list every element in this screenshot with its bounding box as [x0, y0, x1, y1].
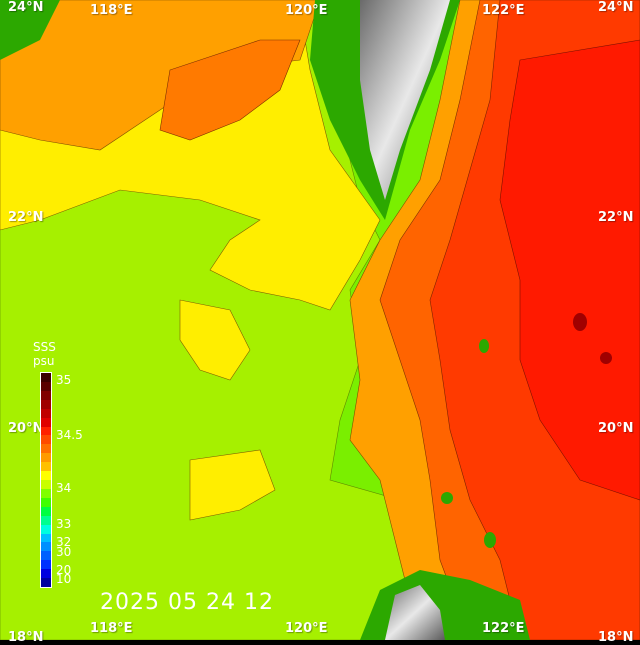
colorbar-cell	[41, 524, 51, 534]
colorbar-cell	[41, 569, 51, 579]
lon-label-118-top: 118°E	[90, 3, 133, 18]
lon-label-118-bottom: 118°E	[90, 621, 133, 636]
colorbar-cell	[41, 542, 51, 552]
lon-label-122-top: 122°E	[482, 3, 525, 18]
colorbar-tick-34: 34	[56, 481, 72, 495]
colorbar-cell	[41, 533, 51, 543]
lon-label-120-top: 120°E	[285, 3, 328, 18]
colorbar-cell	[41, 426, 51, 436]
colorbar-cell	[41, 480, 51, 490]
colorbar-tick-10: 10	[56, 572, 72, 586]
colorbar-cell	[41, 462, 51, 472]
colorbar-cell	[41, 506, 51, 517]
colorbar-cell	[41, 381, 51, 392]
colorbar-cell	[41, 488, 51, 499]
colorbar-cell	[41, 515, 51, 526]
colorbar-cell	[41, 399, 51, 410]
colorbar-tick-30: 30	[56, 545, 72, 559]
colorbar-cell	[41, 560, 51, 570]
lat-label-24-right: 24°N	[598, 0, 634, 15]
lat-label-20-left: 20°N	[8, 421, 44, 436]
colorbar-tick-34-5: 34.5	[56, 428, 83, 442]
lat-label-24-left: 24°N	[8, 0, 44, 15]
colorbar-cell	[41, 551, 51, 561]
lat-label-18-right: 18°N	[598, 630, 634, 645]
colorbar-unit: psu	[33, 354, 55, 368]
colorbar-cell	[41, 471, 51, 481]
colorbar-title: SSS	[33, 340, 56, 354]
colorbar-cell	[41, 453, 51, 463]
colorbar-cell	[41, 373, 51, 383]
colorbar-cell	[41, 578, 51, 588]
lon-label-120-bottom: 120°E	[285, 621, 328, 636]
colorbar-tick-20: 20	[56, 563, 72, 577]
colorbar-cell	[41, 417, 51, 427]
lat-label-20-right: 20°N	[598, 421, 634, 436]
lat-label-18-left: 18°N	[8, 630, 44, 645]
colorbar-cell	[41, 390, 51, 401]
colorbar-cell	[41, 444, 51, 454]
colorbar-tick-33: 33	[56, 517, 72, 531]
colorbar-tick-35: 35	[56, 373, 72, 387]
colorbar-cell	[41, 408, 51, 419]
lon-label-122-bottom: 122°E	[482, 621, 525, 636]
colorbar	[40, 372, 52, 588]
colorbar-cell	[41, 497, 51, 508]
timestamp: 2025 05 24 12	[100, 590, 274, 615]
colorbar-cell	[41, 435, 51, 445]
colorbar-tick-32: 32	[56, 535, 72, 549]
lat-label-22-right: 22°N	[598, 210, 634, 225]
lat-label-22-left: 22°N	[8, 210, 44, 225]
